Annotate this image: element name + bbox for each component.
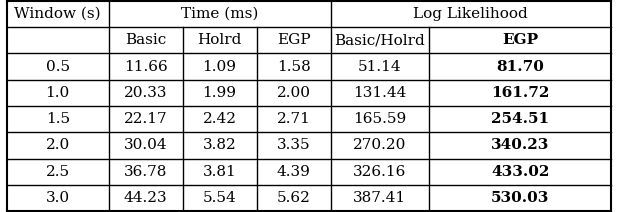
Text: 2.71: 2.71 <box>277 112 310 126</box>
Text: 20.33: 20.33 <box>124 86 167 100</box>
Text: Time (ms): Time (ms) <box>181 7 258 21</box>
Text: Log Likelihood: Log Likelihood <box>413 7 528 21</box>
Text: 1.09: 1.09 <box>203 60 237 74</box>
Text: Basic: Basic <box>125 33 166 47</box>
Text: 5.62: 5.62 <box>277 191 310 205</box>
Text: 3.0: 3.0 <box>46 191 70 205</box>
Text: 1.58: 1.58 <box>277 60 310 74</box>
Text: 81.70: 81.70 <box>496 60 544 74</box>
Text: 2.00: 2.00 <box>277 86 311 100</box>
Text: 3.82: 3.82 <box>203 138 237 152</box>
Text: 165.59: 165.59 <box>353 112 407 126</box>
Text: 44.23: 44.23 <box>124 191 167 205</box>
Text: 2.0: 2.0 <box>46 138 70 152</box>
Text: 387.41: 387.41 <box>353 191 407 205</box>
Text: 1.5: 1.5 <box>46 112 70 126</box>
Text: 4.39: 4.39 <box>277 165 310 179</box>
Text: 1.0: 1.0 <box>46 86 70 100</box>
Text: 2.5: 2.5 <box>46 165 70 179</box>
Text: EGP: EGP <box>277 33 310 47</box>
Text: 30.04: 30.04 <box>124 138 167 152</box>
Text: EGP: EGP <box>502 33 538 47</box>
Text: 51.14: 51.14 <box>358 60 402 74</box>
Text: 530.03: 530.03 <box>491 191 549 205</box>
Text: 11.66: 11.66 <box>124 60 167 74</box>
Text: 2.42: 2.42 <box>203 112 237 126</box>
Text: 0.5: 0.5 <box>46 60 70 74</box>
Text: 254.51: 254.51 <box>491 112 549 126</box>
Text: 5.54: 5.54 <box>203 191 237 205</box>
Text: 22.17: 22.17 <box>124 112 167 126</box>
Text: 340.23: 340.23 <box>491 138 549 152</box>
Text: Basic/Holrd: Basic/Holrd <box>334 33 425 47</box>
Text: 270.20: 270.20 <box>353 138 407 152</box>
Text: Holrd: Holrd <box>197 33 242 47</box>
Text: 161.72: 161.72 <box>491 86 549 100</box>
Text: 3.81: 3.81 <box>203 165 237 179</box>
Text: 1.99: 1.99 <box>203 86 237 100</box>
Text: Window (s): Window (s) <box>14 7 101 21</box>
Text: 131.44: 131.44 <box>353 86 407 100</box>
Text: 326.16: 326.16 <box>353 165 407 179</box>
Text: 433.02: 433.02 <box>491 165 549 179</box>
Text: 3.35: 3.35 <box>277 138 310 152</box>
Text: 36.78: 36.78 <box>124 165 167 179</box>
